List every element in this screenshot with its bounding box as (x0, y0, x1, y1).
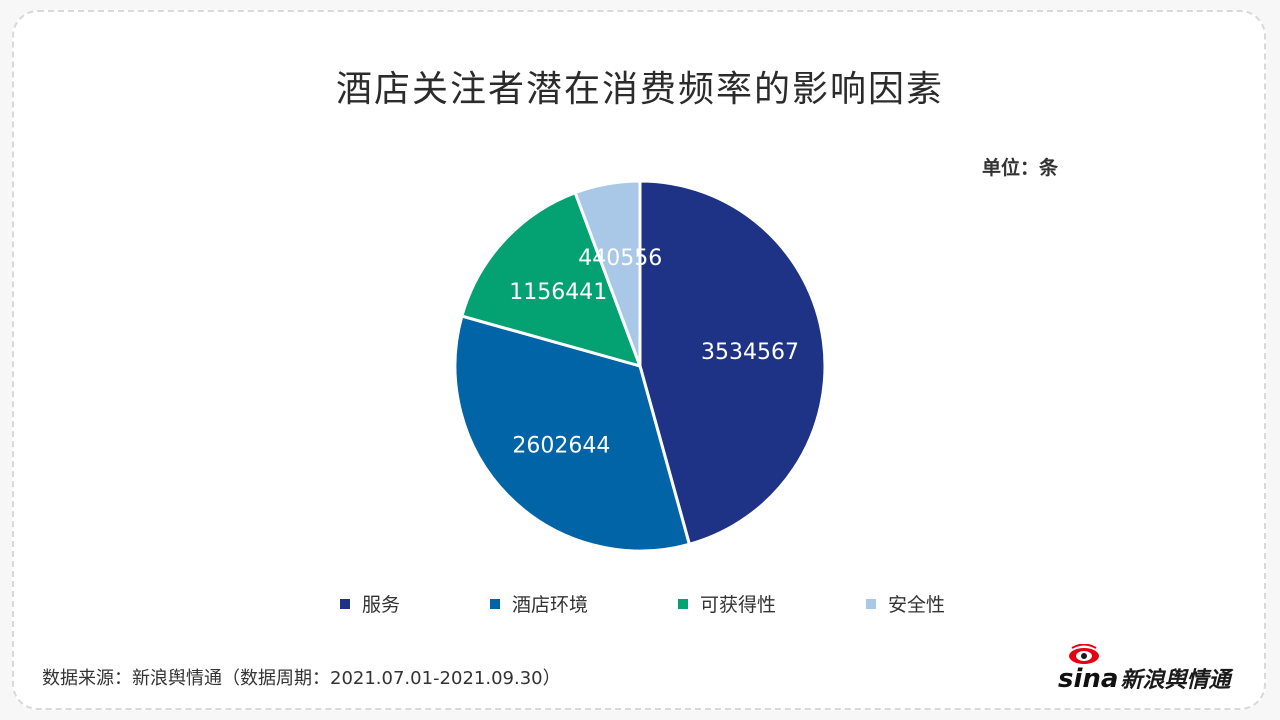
legend-swatch (490, 598, 500, 609)
sina-eye-icon (1069, 644, 1099, 664)
legend-item-service: 服务 (340, 590, 400, 617)
legend-item-availability: 可获得性 (678, 590, 776, 617)
legend-label: 酒店环境 (512, 594, 589, 616)
pie-slice-hotel-environment (453, 314, 691, 553)
data-source-note: 数据来源：新浪舆情通（数据周期：2021.07.01-2021.09.30） (42, 668, 561, 689)
data-label-safety: 440556 (578, 246, 662, 271)
legend-item-safety: 安全性 (866, 590, 945, 617)
chart-title: 酒店关注者潜在消费频率的影响因素 (335, 69, 944, 110)
chart-legend: 服务 酒店环境 可获得性 安全性 (0, 590, 1280, 618)
legend-swatch (866, 598, 876, 609)
logo-cn-text: 新浪舆情通 (1120, 668, 1231, 693)
legend-label: 服务 (362, 594, 401, 616)
legend-label: 安全性 (888, 594, 946, 616)
logo-wordmark: sina新浪舆情通 (1058, 662, 1230, 694)
data-label-service: 3534567 (701, 340, 799, 365)
sina-yuqingtong-logo: sina新浪舆情通 (1058, 644, 1238, 694)
data-label-availability: 1156441 (509, 280, 607, 305)
legend-label: 可获得性 (700, 594, 777, 616)
pie-slice-service (638, 179, 827, 546)
pie-slice-availability (460, 191, 642, 368)
legend-swatch (678, 598, 688, 609)
unit-label: 单位：条 (982, 157, 1059, 179)
data-label-hotel-environment: 2602644 (512, 433, 610, 458)
legend-item-hotel-environment: 酒店环境 (490, 590, 588, 617)
legend-swatch (340, 598, 350, 609)
pie-slice-safety (573, 179, 642, 368)
logo-sina-text: sina (1058, 664, 1119, 694)
